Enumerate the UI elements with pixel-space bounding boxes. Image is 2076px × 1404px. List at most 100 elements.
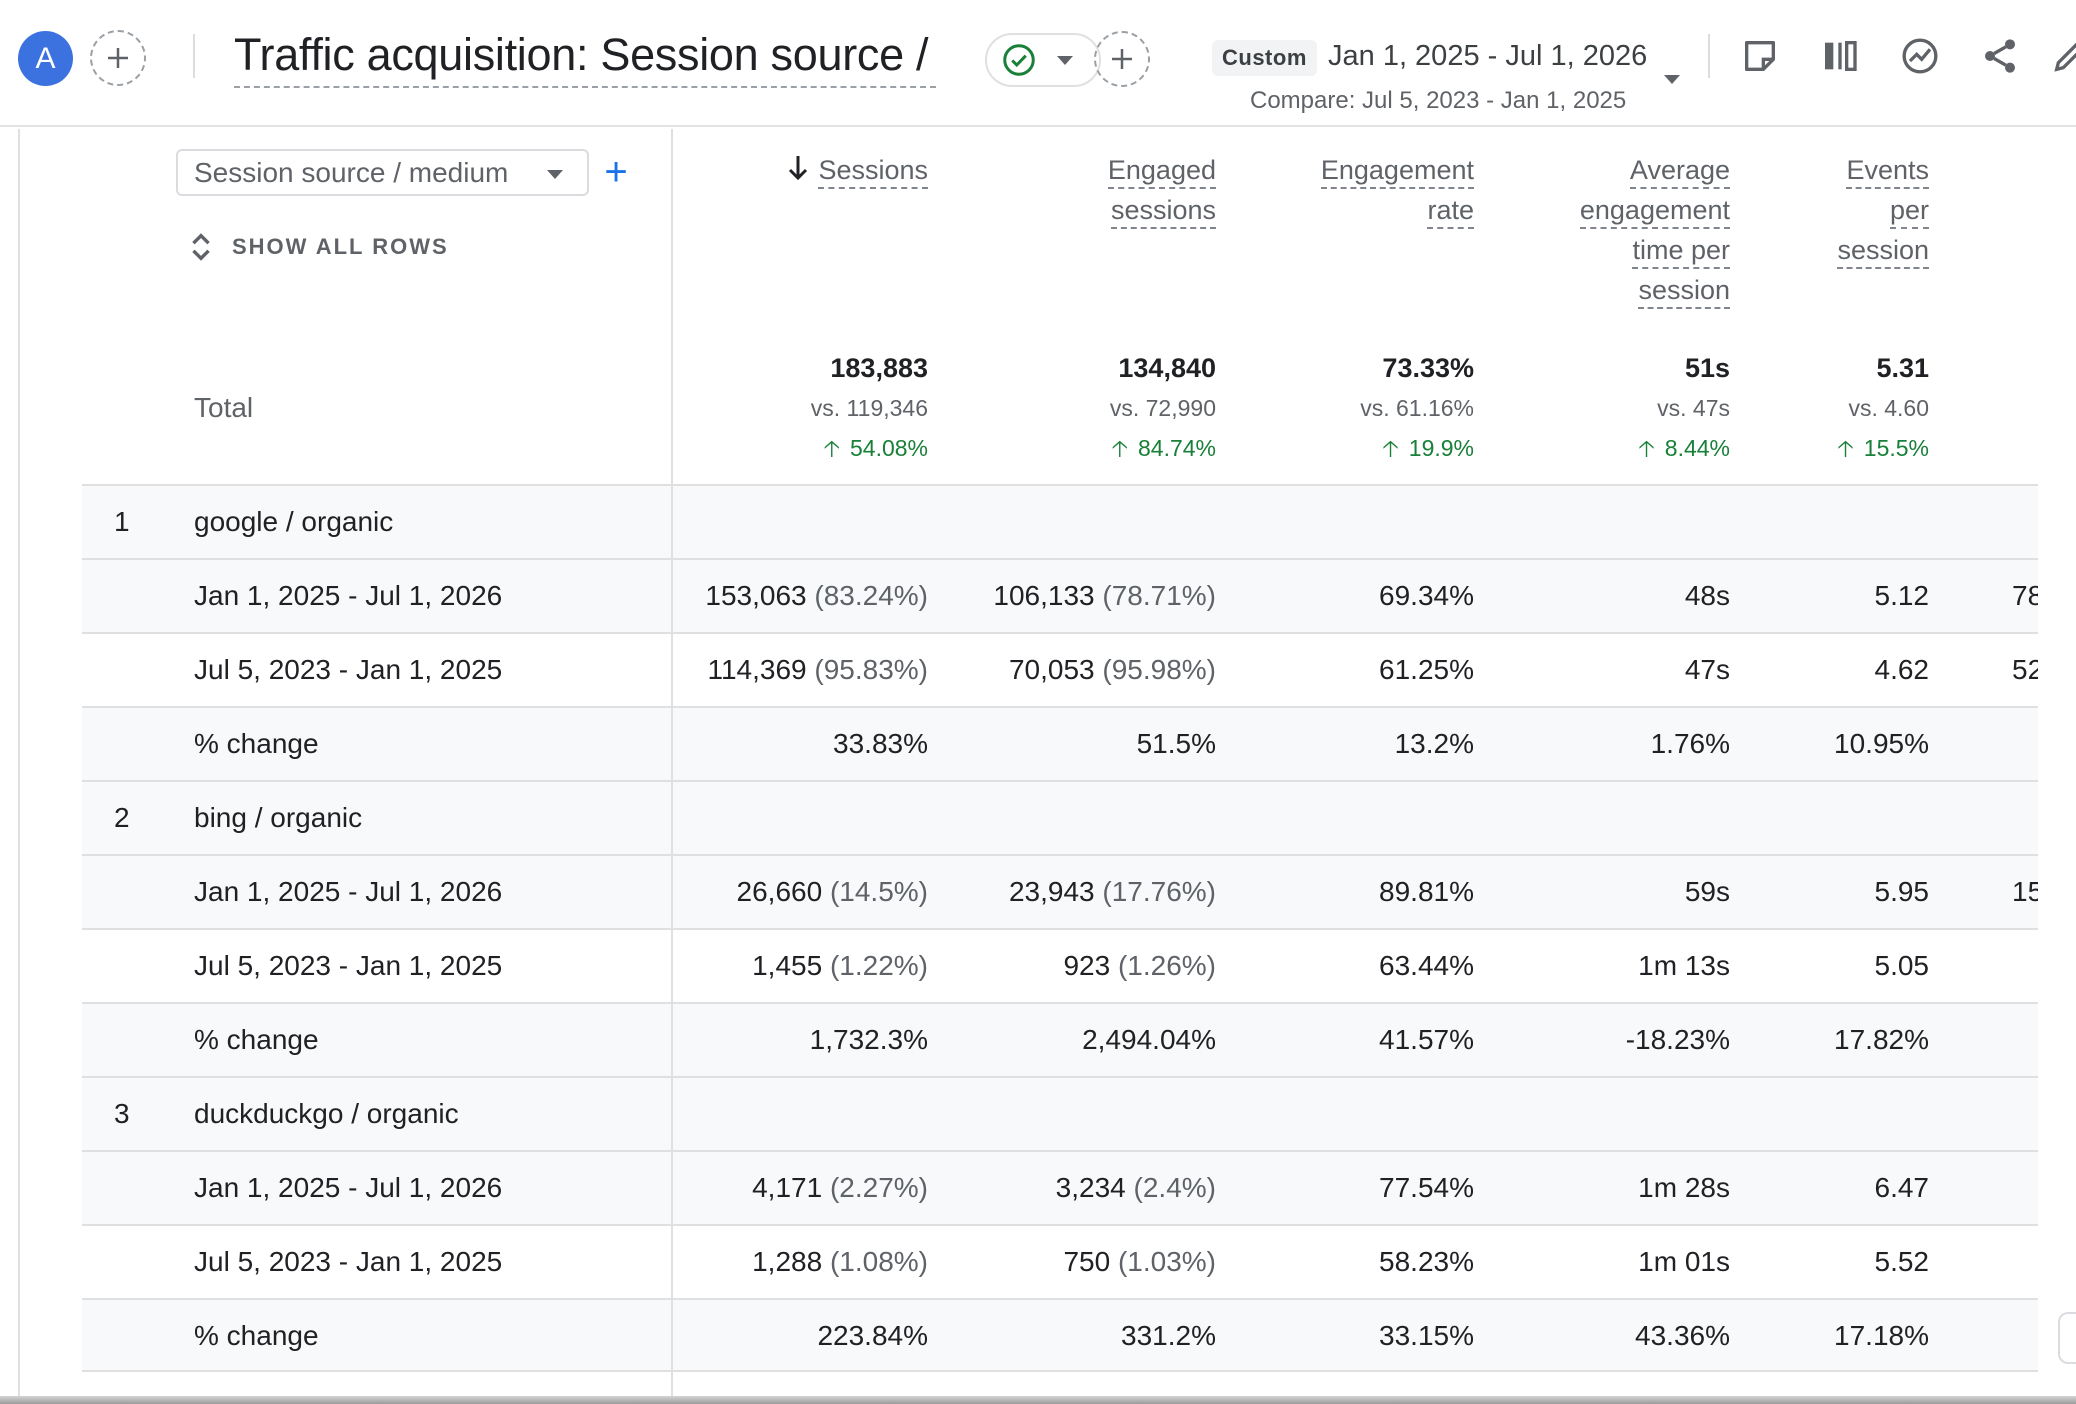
expand-collapse-icon — [192, 233, 210, 261]
cell-value: 10.95% — [1834, 728, 1929, 759]
cell-value: 2,494.04% — [1082, 1024, 1216, 1055]
cell-value: 750 — [1063, 1246, 1111, 1277]
cell-value: 1,732.3% — [809, 1024, 928, 1055]
date-preset-chip[interactable]: Custom — [1212, 40, 1317, 76]
table-row: % change 1,732.3% 2,494.04% 41.57% -18.23% 17… — [82, 1002, 2038, 1078]
cell-share-percent: (1.08%) — [829, 1246, 928, 1277]
cell-value: 23,943 — [1008, 876, 1095, 907]
cell-share-percent: (95.98%) — [1102, 654, 1216, 685]
dimension-column-divider — [671, 560, 673, 634]
cell-value: 4,171 — [752, 1172, 823, 1203]
table-row: % change 33.83% 51.5% 13.2% 1.76% 10.95% — [82, 706, 2038, 782]
add-filter-button[interactable] — [1094, 31, 1150, 87]
cell-sessions: 26,660 (14.5%) — [737, 876, 928, 908]
row-period-label: Jan 1, 2025 - Jul 1, 2026 — [194, 580, 503, 611]
cell-value: 331.2% — [1121, 1320, 1216, 1351]
table-row: Jan 1, 2025 - Jul 1, 2026 153,063 (83.24%… — [82, 558, 2038, 634]
header-divider — [193, 34, 195, 78]
table-row: Jul 5, 2023 - Jan 1, 2025 1,288 (1.08%) 75… — [82, 1224, 2038, 1300]
cell-sessions: 1,288 (1.08%) — [752, 1246, 928, 1278]
share-icon[interactable] — [1978, 34, 2022, 78]
cell-value: 1.76% — [1650, 728, 1730, 759]
cell-value: 77.54% — [1379, 1172, 1474, 1203]
dimension-select-value: Session source / medium — [194, 156, 509, 188]
column-header-engaged-sessions[interactable]: Engaged sessions — [1107, 150, 1216, 230]
show-all-rows-button[interactable]: SHOW ALL ROWS — [188, 230, 449, 264]
cell-share-percent: (1.03%) — [1117, 1246, 1216, 1277]
insights-icon[interactable] — [1898, 34, 1942, 78]
cell-engaged-sessions: 51.5% — [1137, 728, 1216, 760]
table-row: Jan 1, 2025 - Jul 1, 2026 26,660 (14.5%) 2… — [82, 854, 2038, 930]
group-header-row[interactable]: 1 google / organic — [82, 484, 2038, 560]
column-header-events-per-session[interactable]: Events per session — [1837, 150, 1929, 270]
cell-share-percent: (83.24%) — [814, 580, 928, 611]
cell-value: 1m 28s — [1638, 1172, 1730, 1203]
report-status-dropdown[interactable] — [985, 33, 1101, 87]
plus-icon — [1112, 49, 1132, 69]
cell-value: 43.36% — [1635, 1320, 1730, 1351]
group-header-row[interactable]: 2 bing / organic — [82, 780, 2038, 856]
cell-sessions: 223.84% — [817, 1320, 928, 1352]
cell-engagement-rate: 77.54% — [1379, 1172, 1474, 1204]
cell-value: 1m 13s — [1638, 950, 1730, 981]
cell-events-per-session: 5.05 — [1875, 950, 1930, 982]
source-medium-label[interactable]: duckduckgo / organic — [194, 1098, 459, 1129]
table-row: Jul 5, 2023 - Jan 1, 2025 114,369 (95.83%… — [82, 632, 2038, 708]
dimension-column-divider — [671, 1004, 673, 1078]
source-medium-label[interactable]: google / organic — [194, 506, 394, 537]
cell-value: 5.52 — [1874, 1246, 1930, 1277]
cell-sessions: 1,455 (1.22%) — [752, 950, 928, 982]
cell-share-percent: (14.5%) — [829, 876, 928, 907]
group-header-row[interactable]: 3 duckduckgo / organic — [82, 1076, 2038, 1152]
cell-clipped-next-column: 15 — [2012, 876, 2038, 907]
column-header-engagement-rate[interactable]: Engagement rate — [1320, 150, 1474, 230]
cell-value: 89.81% — [1379, 876, 1474, 907]
cell-avg-engagement-time: -18.23% — [1626, 1024, 1730, 1056]
cell-engaged-sessions: 2,494.04% — [1082, 1024, 1216, 1056]
add-comparison-button[interactable] — [90, 30, 146, 86]
table-bottom-border — [82, 1370, 2038, 1372]
cell-share-percent: (17.76%) — [1102, 876, 1216, 907]
cell-share-percent: (2.4%) — [1133, 1172, 1216, 1203]
dimension-column-divider — [671, 782, 673, 856]
compare-columns-icon[interactable] — [1818, 34, 1862, 78]
cell-value: 63.44% — [1379, 950, 1474, 981]
cell-events-per-session: 6.47 — [1875, 1172, 1930, 1204]
dimension-column-divider — [671, 930, 673, 1004]
cell-value: 47s — [1684, 654, 1730, 685]
cell-events-per-session: 5.12 — [1875, 580, 1930, 612]
arrow-down-icon — [786, 152, 810, 192]
scroll-handle[interactable] — [2058, 1312, 2076, 1364]
cell-value: 5.95 — [1874, 876, 1930, 907]
row-period-label: Jul 5, 2023 - Jan 1, 2025 — [194, 950, 503, 981]
cell-engaged-sessions: 70,053 (95.98%) — [1009, 654, 1216, 686]
cell-sessions: 114,369 (95.83%) — [707, 654, 928, 686]
date-dropdown-caret-icon[interactable] — [1664, 75, 1680, 84]
date-range[interactable]: Jan 1, 2025 - Jul 1, 2026 — [1328, 40, 1648, 72]
annotation-icon[interactable] — [1738, 34, 1782, 78]
source-medium-label[interactable]: bing / organic — [194, 802, 363, 833]
dimension-column-divider — [671, 634, 673, 708]
cell-sessions: 153,063 (83.24%) — [705, 580, 928, 612]
cell-share-percent: (2.27%) — [829, 1172, 928, 1203]
compare-date-range[interactable]: Compare: Jul 5, 2023 - Jan 1, 2025 — [1250, 87, 1627, 114]
cell-value: 5.12 — [1874, 580, 1930, 611]
dimension-select[interactable]: Session source / medium — [176, 149, 589, 196]
edit-icon[interactable] — [2050, 34, 2076, 78]
add-dimension-button[interactable]: + — [604, 150, 628, 194]
report-header: A Traffic acquisition: Session source / … — [0, 0, 2076, 127]
cell-value: 59s — [1684, 876, 1730, 907]
user-avatar[interactable]: A — [18, 31, 73, 86]
cell-avg-engagement-time: 48s — [1685, 580, 1730, 612]
cell-sessions: 4,171 (2.27%) — [752, 1172, 928, 1204]
cell-value: 1,455 — [752, 950, 823, 981]
cell-value: 223.84% — [817, 1320, 928, 1351]
cell-engaged-sessions: 3,234 (2.4%) — [1056, 1172, 1216, 1204]
cell-value: 69.34% — [1379, 580, 1474, 611]
cell-value: 51.5% — [1136, 728, 1216, 759]
report-title[interactable]: Traffic acquisition: Session source / ..… — [234, 29, 934, 80]
cell-avg-engagement-time: 59s — [1685, 876, 1730, 908]
column-header-sessions[interactable]: Sessions — [786, 150, 928, 192]
cell-events-per-session: 17.18% — [1834, 1320, 1929, 1352]
column-header-avg-engagement-time[interactable]: Average engagement time per session — [1579, 150, 1730, 310]
